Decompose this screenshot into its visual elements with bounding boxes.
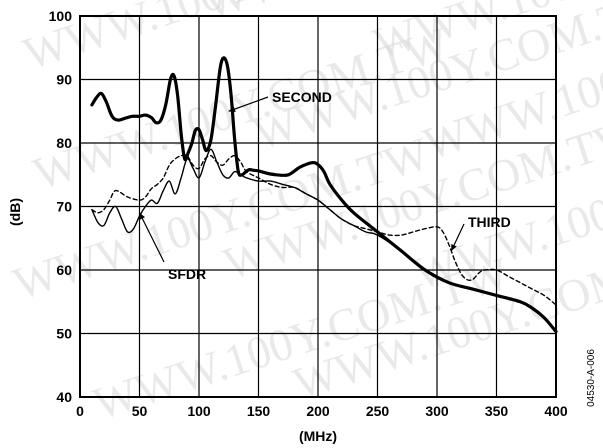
x-tick-label: 350 [485,403,509,419]
y-tick-label: 70 [56,199,72,215]
annotation-second: SECOND [272,89,332,105]
y-tick-label: 60 [56,262,72,278]
figure-code: 04530-A-006 [586,349,597,407]
arrowhead-sfdr [139,212,146,220]
x-axis-label: (MHz) [299,428,337,444]
series-layer [90,56,558,334]
y-tick-label: 90 [56,72,72,88]
watermark-layer: WWW.100Y.COM.TWWWW.100Y.COM.TWWWW.100Y.C… [7,0,603,430]
annotations: SECOND THIRD SFDR [138,89,511,282]
y-tick-label: 50 [56,326,72,342]
tick-labels: 0 50 100 150 200 250 300 350 400 40 50 60 70 80 90 100 [49,8,568,419]
annotation-sfdr: SFDR [168,266,206,282]
arrowhead-second [228,106,236,112]
x-tick-label: 150 [247,403,271,419]
annotation-third: THIRD [468,214,511,230]
x-tick-label: 200 [306,403,330,419]
y-axis-label: (dB) [7,198,23,226]
x-tick-label: 400 [544,403,568,419]
x-tick-label: 300 [425,403,449,419]
x-tick-label: 50 [132,403,148,419]
x-tick-label: 250 [366,403,390,419]
y-tick-label: 100 [49,8,73,24]
x-tick-label: 0 [76,403,84,419]
x-tick-label: 100 [187,403,211,419]
series-line-third [91,154,557,306]
series-line-sfdr [91,148,557,333]
series-line-second [90,56,558,334]
plot-frame [79,15,557,398]
y-tick-label: 80 [56,135,72,151]
gridlines [80,16,556,397]
leader-line-second [228,96,269,112]
leader-line-sfdr [138,212,165,263]
arrowhead-third [451,243,457,251]
y-tick-label: 40 [56,389,72,405]
